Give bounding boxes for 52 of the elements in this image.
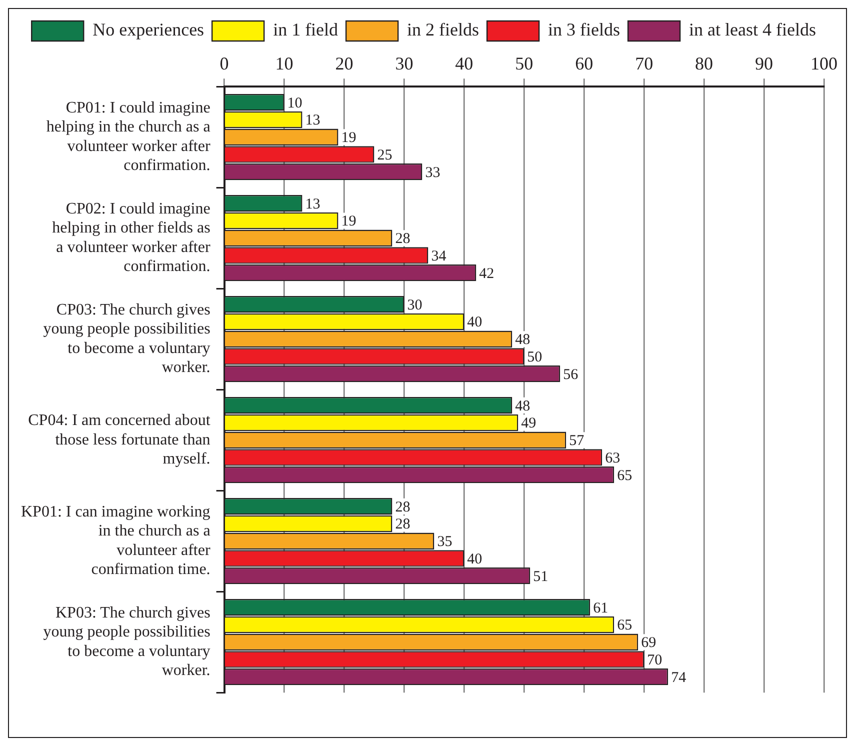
data-label: 25 — [377, 147, 392, 164]
data-label: 65 — [617, 468, 632, 484]
data-label: 19 — [341, 214, 356, 230]
data-label: 65 — [617, 618, 632, 634]
data-label: 40 — [467, 551, 482, 568]
legend-label: in 3 fields — [548, 20, 620, 40]
x-tick-label: 60 — [575, 54, 594, 74]
y-tick-label: CP01: I could imagine helping in the church as a volunteer worker after confirmation. — [46, 100, 211, 174]
data-label: 50 — [527, 349, 542, 366]
data-label: 13 — [305, 196, 320, 212]
x-tick-label: 0 — [220, 54, 229, 74]
y-tick-label: CP02: I could imagine helping in other fields as a volunteer worker after confirmation. — [52, 200, 211, 276]
data-label: 19 — [341, 130, 356, 146]
data-label: 42 — [479, 266, 494, 282]
x-tick-label: 20 — [335, 54, 354, 74]
legend-label: in at least 4 fields — [689, 20, 816, 40]
y-tick-label: CP04: I am concerned about those less fortunate than myself. — [28, 412, 211, 468]
data-label: 13 — [305, 112, 320, 129]
data-label: 74 — [671, 670, 687, 686]
data-label: 69 — [641, 635, 656, 652]
data-label: 48 — [515, 332, 530, 348]
data-label: 48 — [515, 398, 530, 414]
legend-label: No experiences — [92, 20, 204, 40]
y-tick-label: KP03: The church gives young people possibilities to become a voluntary worker. — [43, 604, 210, 680]
data-label: 35 — [437, 534, 452, 550]
data-label: 28 — [395, 499, 410, 516]
x-tick-label: 100 — [810, 54, 838, 74]
data-label: 40 — [467, 314, 482, 331]
x-tick-label: 90 — [755, 54, 774, 74]
x-tick-label: 70 — [635, 54, 654, 74]
legend-label: in 2 fields — [407, 20, 480, 40]
y-tick-label: KP01: I can imagine working in the church as a volunteer after confirmation time. — [21, 504, 211, 578]
x-tick-label: 10 — [275, 54, 294, 74]
data-label: 28 — [395, 516, 410, 533]
y-tick-label: CP03: The church gives young people possibilities to become a voluntary worker. — [43, 302, 210, 376]
data-label: 49 — [521, 416, 536, 432]
data-label: 56 — [563, 366, 579, 383]
data-label: 28 — [395, 231, 410, 248]
data-label: 34 — [431, 248, 447, 264]
data-label: 33 — [425, 164, 440, 181]
data-label: 51 — [533, 568, 548, 585]
x-tick-label: 80 — [695, 54, 714, 74]
x-tick-label: 30 — [395, 54, 414, 74]
data-label: 63 — [605, 450, 620, 466]
data-label: 61 — [593, 600, 608, 616]
x-tick-label: 50 — [515, 54, 534, 74]
data-label: 70 — [647, 652, 662, 668]
x-tick-label: 40 — [455, 54, 474, 74]
data-label: 57 — [569, 433, 585, 450]
data-label: 30 — [407, 297, 422, 314]
legend-label: in 1 field — [273, 20, 338, 40]
data-label: 10 — [287, 95, 302, 112]
